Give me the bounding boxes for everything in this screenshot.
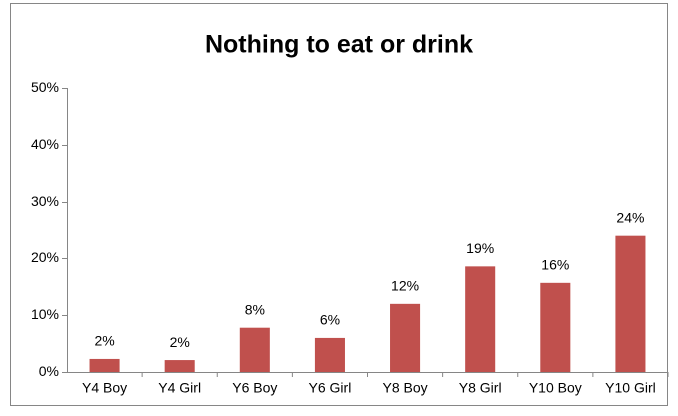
y-tick-label: 20% <box>31 249 59 265</box>
x-tick-label: Y6 Boy <box>232 380 277 396</box>
data-label: 8% <box>245 301 265 317</box>
y-tick-label: 50% <box>31 79 59 95</box>
bar <box>390 303 421 372</box>
y-tick-label: 0% <box>39 363 59 379</box>
bar <box>615 235 646 372</box>
bar <box>540 282 571 372</box>
data-label: 12% <box>391 278 419 294</box>
y-tick-label: 30% <box>31 193 59 209</box>
data-label: 19% <box>466 240 494 256</box>
data-label: 24% <box>616 209 644 225</box>
data-label: 2% <box>94 333 114 349</box>
y-tick-label: 40% <box>31 136 59 152</box>
bar <box>314 337 345 372</box>
bar <box>465 266 496 372</box>
data-label: 16% <box>541 257 569 273</box>
data-label: 6% <box>320 312 340 328</box>
x-tick-label: Y10 Boy <box>529 380 582 396</box>
bar <box>239 327 270 372</box>
x-tick-label: Y4 Girl <box>158 380 201 396</box>
x-tick-label: Y8 Girl <box>459 380 502 396</box>
data-label: 2% <box>170 334 190 350</box>
x-tick-label: Y10 Girl <box>605 380 656 396</box>
bar <box>89 358 120 372</box>
x-tick-label: Y6 Girl <box>309 380 352 396</box>
x-tick-label: Y8 Boy <box>382 380 427 396</box>
x-tick-label: Y4 Boy <box>82 380 127 396</box>
chart-title: Nothing to eat or drink <box>205 31 473 59</box>
bar <box>164 360 195 372</box>
y-tick-label: 10% <box>31 306 59 322</box>
